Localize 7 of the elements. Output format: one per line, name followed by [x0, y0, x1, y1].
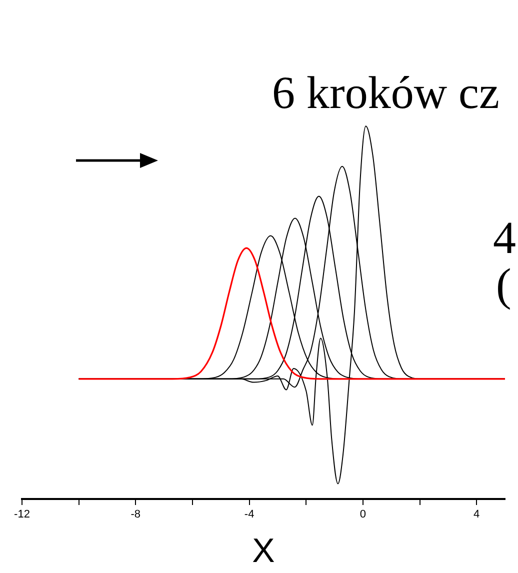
x-tick-label: 0	[360, 508, 366, 521]
x-tick-label: -12	[14, 508, 30, 521]
x-tick-label: -8	[130, 508, 141, 521]
x-axis-title: X	[252, 532, 275, 570]
x-tick-label: -4	[244, 508, 254, 521]
x-tick-label: 4	[474, 508, 480, 521]
text: 6 kroków cz	[272, 67, 500, 118]
